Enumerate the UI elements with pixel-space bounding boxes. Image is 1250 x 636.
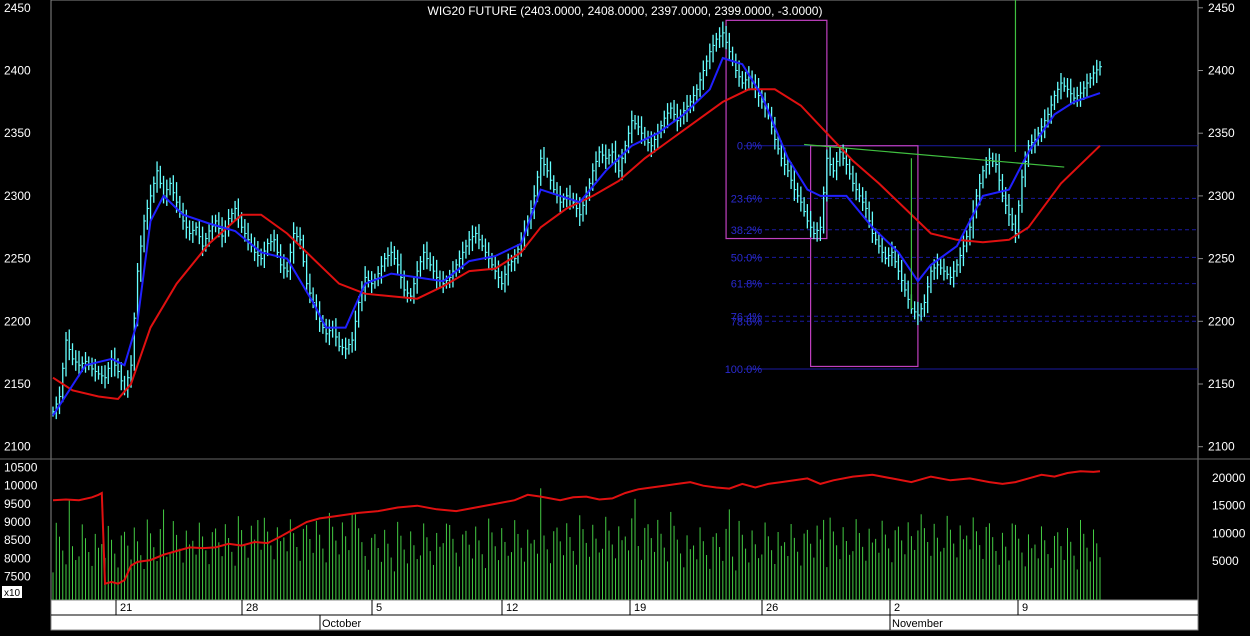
y-tick-label-left: 2150 <box>4 377 31 391</box>
x-tick-label: 12 <box>506 602 518 614</box>
volume-left-tick-label: 7500 <box>4 569 31 583</box>
highlight-box <box>725 19 828 240</box>
y-tick-label-right: 2300 <box>1208 189 1235 203</box>
multiplier-label: x10 <box>4 588 21 599</box>
x-tick-label: 21 <box>120 602 132 614</box>
y-tick-label-right: 2400 <box>1208 64 1235 78</box>
fib-level-label: 61.8% <box>731 279 762 291</box>
volume-right-tick-label: 10000 <box>1212 526 1246 540</box>
fib-level-label: 50.0% <box>731 252 762 264</box>
fib-level-label: 23.6% <box>731 193 762 205</box>
price-bars <box>52 21 1102 420</box>
fib-level-label: 100.0% <box>725 364 763 376</box>
fib-level-label: 38.2% <box>731 225 762 237</box>
highlight-box <box>810 145 919 368</box>
fib-level-label: 78.6% <box>731 316 762 328</box>
y-tick-label-right: 2450 <box>1208 1 1235 15</box>
y-tick-label-left: 2200 <box>4 314 31 328</box>
volume-left-tick-label: 8500 <box>4 533 31 547</box>
slow-moving-average-line <box>52 88 1101 401</box>
x-tick-label: 9 <box>1022 602 1028 614</box>
y-tick-label-left: 2400 <box>4 64 31 78</box>
trend-line <box>804 143 1065 168</box>
y-tick-label-right: 2200 <box>1208 314 1235 328</box>
volume-right-tick-label: 5000 <box>1212 554 1239 568</box>
chart-title: WIG20 FUTURE (2403.0000, 2408.0000, 2397… <box>428 4 823 18</box>
trend-lines <box>804 0 1065 309</box>
y-tick-label-left: 2100 <box>4 440 31 454</box>
y-tick-label-left: 2350 <box>4 126 31 140</box>
month-label: October <box>322 618 361 630</box>
volume-left-tick-label: 9000 <box>4 515 31 529</box>
volume-bars <box>52 488 1101 600</box>
volume-left-tick-label: 8000 <box>4 551 31 565</box>
fast-moving-average-line <box>52 56 1101 416</box>
y-tick-label-right: 2100 <box>1208 440 1235 454</box>
fib-level-label: 76.4% <box>731 311 762 323</box>
volume-left-tick-label: 10000 <box>4 479 38 493</box>
fibonacci-levels: 0.0% 23.6% 38.2% 50.0% 61.8% 76.4%78.6% 100.0% <box>725 141 1198 376</box>
volume-right-tick-label: 15000 <box>1212 499 1246 513</box>
open-interest-line <box>52 470 1101 586</box>
y-tick-label-right: 2250 <box>1208 252 1235 266</box>
y-tick-label-right: 2350 <box>1208 126 1235 140</box>
x-tick-label: 28 <box>246 602 258 614</box>
month-label: November <box>892 618 943 630</box>
volume-left-tick-label: 10500 <box>4 461 38 475</box>
volume-left-tick-label: 9500 <box>4 497 31 511</box>
x-tick-label: 19 <box>634 602 646 614</box>
x-tick-label: 2 <box>894 602 900 614</box>
moving-averages <box>52 56 1101 416</box>
y-tick-label-left: 2300 <box>4 189 31 203</box>
y-tick-label-left: 2450 <box>4 1 31 15</box>
y-tick-label-left: 2250 <box>4 252 31 266</box>
fib-level-label: 0.0% <box>737 141 762 153</box>
x-tick-label: 26 <box>766 602 778 614</box>
highlight-boxes <box>725 19 919 368</box>
x-tick-label: 5 <box>376 602 382 614</box>
y-tick-label-right: 2150 <box>1208 377 1235 391</box>
open-interest-line-path <box>52 470 1101 586</box>
multiplier-box <box>2 586 22 598</box>
volume-right-tick-label: 20000 <box>1212 471 1246 485</box>
